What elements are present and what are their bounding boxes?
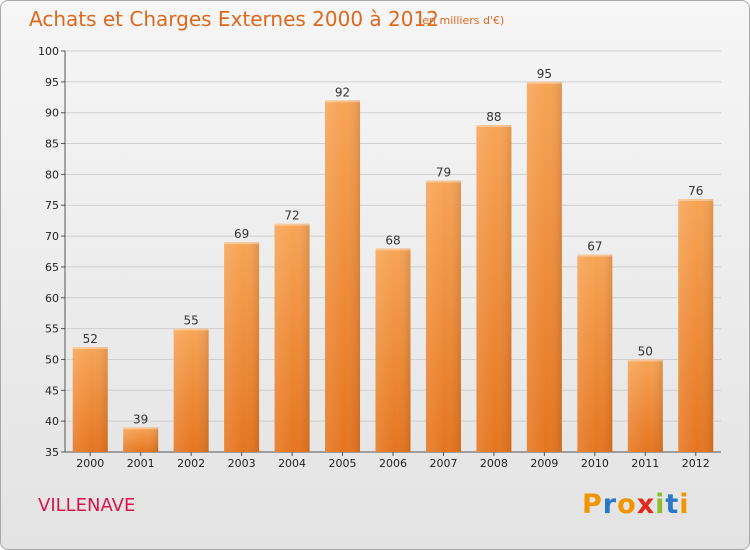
- chart-title: Achats et Charges Externes 2000 à 2012: [29, 7, 439, 31]
- x-tick-label: 2006: [379, 457, 407, 470]
- bar-2012: [678, 199, 714, 452]
- y-tick-label: 85: [45, 138, 59, 151]
- data-label-2010: 67: [587, 240, 602, 254]
- x-axis-ticks: 2000 2001 2002 2003 2004 2005 2006 2007 2008 2009…: [76, 452, 710, 470]
- y-tick-label: 65: [45, 261, 59, 274]
- y-tick-label: 55: [45, 323, 59, 336]
- bar-2006: [375, 248, 411, 452]
- y-tick-label: 95: [45, 76, 59, 89]
- bar-2001: [123, 427, 159, 452]
- bar-2003: [224, 242, 260, 452]
- data-label-2006: 68: [385, 233, 400, 247]
- y-tick-label: 75: [45, 199, 59, 212]
- proxiti-logo: Proxiti: [582, 489, 690, 520]
- y-tick-label: 45: [45, 384, 59, 397]
- y-tick-label: 80: [45, 168, 59, 181]
- data-label-2012: 76: [688, 184, 703, 198]
- data-label-2007: 79: [436, 166, 451, 180]
- x-tick-label: 2007: [429, 457, 457, 470]
- x-tick-label: 2001: [127, 457, 155, 470]
- logo-letter: i: [679, 489, 690, 520]
- logo-letter: P: [582, 489, 603, 520]
- x-tick-label: 2012: [682, 457, 710, 470]
- x-tick-label: 2009: [530, 457, 558, 470]
- y-axis-ticks: 35 40 45 50 55 60 65 70 75 80 85 90 95 100: [38, 45, 65, 459]
- logo-letter: i: [655, 489, 666, 520]
- data-label-2005: 92: [335, 85, 350, 99]
- x-tick-label: 2005: [329, 457, 357, 470]
- y-tick-label: 50: [45, 353, 59, 366]
- bar-2002: [173, 328, 209, 452]
- bar-2005: [325, 100, 361, 452]
- y-tick-label: 70: [45, 230, 59, 243]
- data-label-2008: 88: [486, 110, 501, 124]
- data-label-2004: 72: [284, 209, 299, 223]
- data-labels: 52 39 55 69 72 92 68 79 88 95 67 50 76: [83, 67, 704, 426]
- bars: [72, 81, 714, 453]
- data-label-2009: 95: [537, 67, 552, 81]
- data-label-2001: 39: [133, 412, 148, 426]
- x-tick-label: 2010: [581, 457, 609, 470]
- logo-letter: x: [636, 489, 656, 520]
- bar-2010: [577, 254, 613, 452]
- bar-2000: [72, 347, 108, 452]
- logo-letter: t: [665, 489, 680, 520]
- y-tick-label: 60: [45, 292, 59, 305]
- logo-letter: r: [602, 489, 618, 520]
- place-name: VILLENAVE: [38, 495, 136, 516]
- bar-2004: [274, 223, 310, 452]
- chart-subtitle: (en milliers d'€): [418, 14, 505, 27]
- bar-2009: [526, 81, 562, 452]
- data-label-2000: 52: [83, 332, 98, 346]
- bar-2008: [476, 125, 512, 453]
- y-tick-label: 35: [45, 446, 59, 459]
- logo-letter: o: [617, 489, 637, 520]
- x-tick-label: 2003: [228, 457, 256, 470]
- x-tick-label: 2008: [480, 457, 508, 470]
- x-tick-label: 2000: [76, 457, 104, 470]
- data-label-2003: 69: [234, 227, 249, 241]
- data-label-2011: 50: [638, 344, 653, 358]
- y-tick-label: 100: [38, 45, 59, 58]
- y-tick-label: 90: [45, 107, 59, 120]
- x-tick-label: 2004: [278, 457, 306, 470]
- x-tick-label: 2002: [177, 457, 205, 470]
- bar-2011: [627, 359, 663, 452]
- y-tick-label: 40: [45, 415, 59, 428]
- bar-2007: [425, 180, 461, 453]
- x-tick-label: 2011: [631, 457, 659, 470]
- data-label-2002: 55: [184, 314, 199, 328]
